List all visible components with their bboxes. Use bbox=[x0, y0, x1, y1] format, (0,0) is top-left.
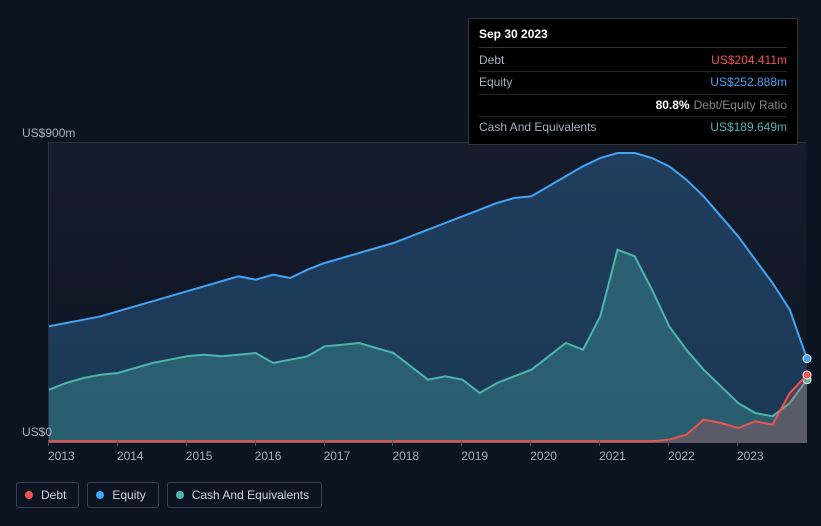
tooltip-equity-label: Equity bbox=[479, 73, 512, 92]
legend-item-cash-and-equivalents[interactable]: Cash And Equivalents bbox=[167, 482, 322, 508]
series-endpoint-equity bbox=[803, 355, 811, 363]
series-endpoint-debt bbox=[803, 371, 811, 379]
tooltip-debt-label: Debt bbox=[479, 51, 504, 70]
y-axis-max-label: US$900m bbox=[22, 126, 75, 140]
legend-label: Equity bbox=[112, 488, 145, 502]
tooltip-cash-value: US$189.649m bbox=[710, 118, 787, 137]
legend-label: Debt bbox=[41, 488, 66, 502]
chart-svg bbox=[49, 143, 807, 443]
legend-swatch bbox=[96, 491, 104, 499]
x-axis-tick: 2016 bbox=[255, 449, 324, 465]
chart-legend: Debt Equity Cash And Equivalents bbox=[16, 482, 322, 508]
legend-item-debt[interactable]: Debt bbox=[16, 482, 79, 508]
x-axis-tick: 2023 bbox=[737, 449, 806, 465]
x-axis-tick: 2022 bbox=[668, 449, 737, 465]
tooltip-equity-value: US$252.888m bbox=[710, 73, 787, 92]
x-axis-tick: 2017 bbox=[324, 449, 393, 465]
x-axis: 2013201420152016201720182019202020212022… bbox=[48, 449, 806, 465]
chart-plot-area bbox=[48, 142, 806, 442]
x-axis-tick: 2019 bbox=[461, 449, 530, 465]
tooltip-date: Sep 30 2023 bbox=[479, 25, 787, 48]
x-axis-tick: 2018 bbox=[392, 449, 461, 465]
legend-label: Cash And Equivalents bbox=[192, 488, 309, 502]
x-axis-tick: 2014 bbox=[117, 449, 186, 465]
legend-swatch bbox=[176, 491, 184, 499]
legend-swatch bbox=[25, 491, 33, 499]
x-axis-tick: 2013 bbox=[48, 449, 117, 465]
tooltip-ratio-value: 80.8% bbox=[656, 98, 690, 112]
tooltip-debt-value: US$204.411m bbox=[711, 51, 787, 70]
tooltip-cash-label: Cash And Equivalents bbox=[479, 118, 596, 137]
legend-item-equity[interactable]: Equity bbox=[87, 482, 158, 508]
x-axis-tick: 2021 bbox=[599, 449, 668, 465]
x-axis-tick: 2020 bbox=[530, 449, 599, 465]
x-axis-tick: 2015 bbox=[186, 449, 255, 465]
y-axis-min-label: US$0 bbox=[22, 425, 52, 439]
chart-tooltip: Sep 30 2023 Debt US$204.411m Equity US$2… bbox=[468, 18, 798, 145]
tooltip-ratio-label: Debt/Equity Ratio bbox=[694, 98, 787, 112]
